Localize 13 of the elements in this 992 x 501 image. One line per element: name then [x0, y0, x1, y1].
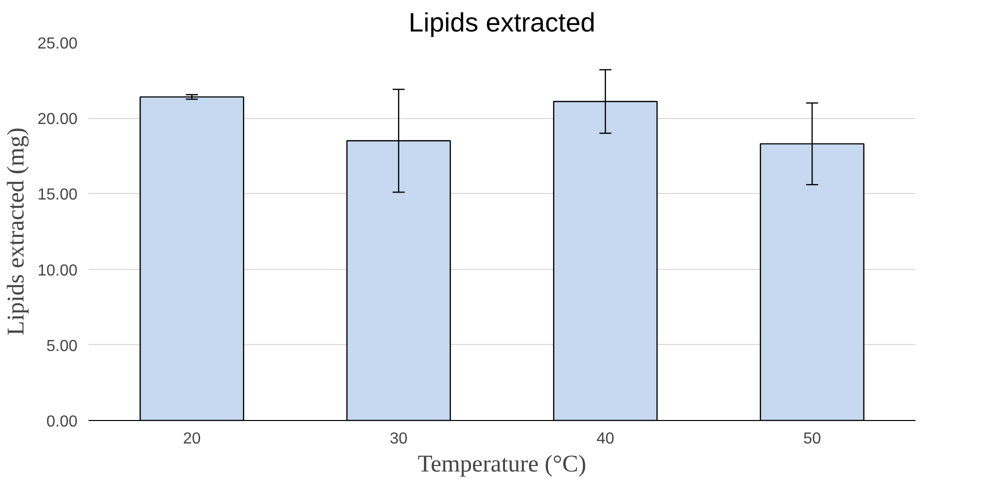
x-tick-label: 40: [596, 430, 614, 448]
y-tick-label: 5.00: [46, 338, 78, 355]
y-axis-title: Lipids extracted (mg): [3, 128, 30, 336]
y-tick-label: 25.00: [37, 36, 78, 52]
x-axis-title: Temperature (°C): [418, 452, 586, 478]
x-tick-label: 20: [182, 430, 201, 448]
chart-title: Lipids extracted: [408, 8, 596, 38]
y-tick-label: 15.00: [37, 186, 78, 204]
y-tick-label: 10.00: [37, 262, 78, 280]
x-tick-label: 50: [803, 430, 822, 448]
x-tick-label: 30: [390, 430, 408, 448]
y-tick-label: 0.00: [46, 414, 78, 430]
y-tick-label: 20.00: [37, 111, 78, 128]
